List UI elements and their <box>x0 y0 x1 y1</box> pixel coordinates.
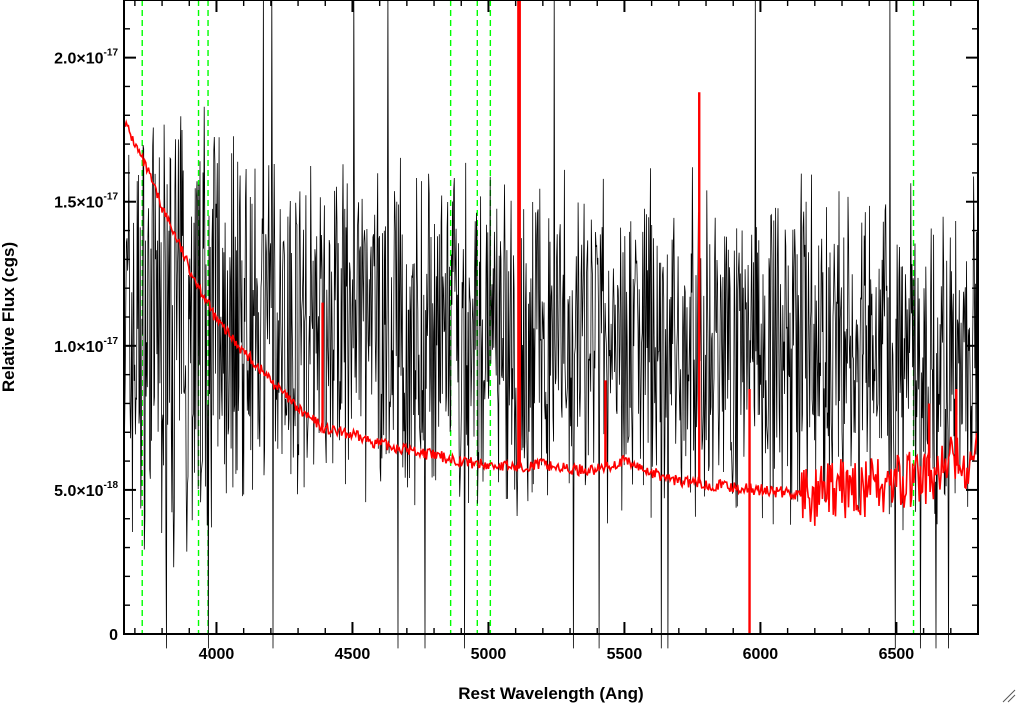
y-tick-label: 1.0×10-17 <box>54 336 118 356</box>
y-tick-label: 1.5×10-17 <box>54 192 118 212</box>
x-tick-label: 5500 <box>607 646 643 663</box>
y-tick-label: 0 <box>109 627 118 644</box>
x-tick-label: 4000 <box>199 646 235 663</box>
y-tick-label: 2.0×10-17 <box>54 48 118 68</box>
x-tick-label: 5000 <box>471 646 507 663</box>
y-axis-title: Relative Flux (cgs) <box>0 242 18 392</box>
model-spectrum <box>123 0 979 634</box>
observed-spectrum <box>123 0 979 649</box>
x-tick-label: 6500 <box>879 646 915 663</box>
model-spectrum-line <box>123 119 979 526</box>
y-axis-ticks: 0 5.0×10-18 1.0×10-17 1.5×10-17 2.0×10-17 <box>54 28 978 644</box>
observed-spectrum-line <box>123 0 979 649</box>
x-tick-label: 4500 <box>335 646 371 663</box>
x-axis-title: Rest Wavelength (Ang) <box>458 684 643 703</box>
y-tick-label: 5.0×10-18 <box>54 480 118 500</box>
resize-grip-icon[interactable] <box>1002 689 1016 703</box>
reference-lines <box>141 0 915 634</box>
x-axis-ticks: 4000 4500 5000 5500 6000 6500 <box>134 0 979 663</box>
x-tick-label: 6000 <box>743 646 779 663</box>
